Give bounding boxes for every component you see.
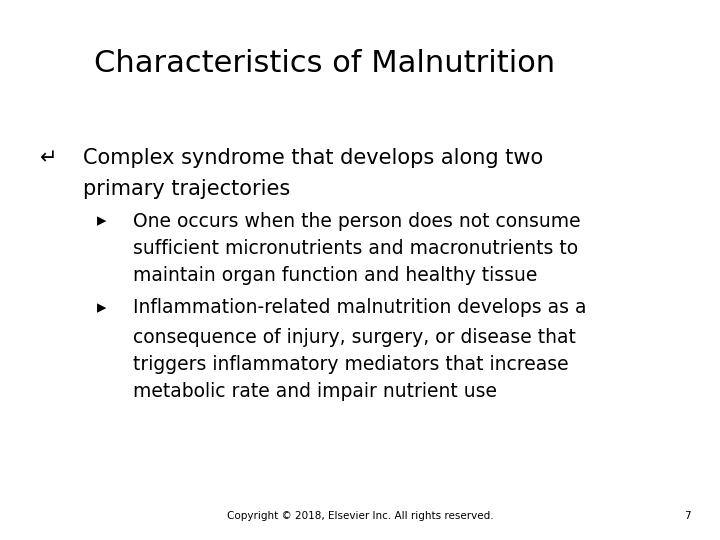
Text: consequence of injury, surgery, or disease that: consequence of injury, surgery, or disea… (133, 328, 576, 347)
Text: ▸: ▸ (97, 298, 107, 317)
Text: metabolic rate and impair nutrient use: metabolic rate and impair nutrient use (133, 382, 498, 401)
Text: Inflammation-related malnutrition develops as a: Inflammation-related malnutrition develo… (133, 298, 587, 317)
Text: Complex syndrome that develops along two: Complex syndrome that develops along two (83, 148, 543, 168)
Text: maintain organ function and healthy tissue: maintain organ function and healthy tiss… (133, 266, 538, 285)
Text: Characteristics of Malnutrition: Characteristics of Malnutrition (94, 49, 554, 78)
Text: ▸: ▸ (97, 212, 107, 231)
Text: One occurs when the person does not consume: One occurs when the person does not cons… (133, 212, 581, 231)
Text: primary trajectories: primary trajectories (83, 179, 290, 199)
Text: ↵: ↵ (40, 148, 57, 168)
Text: Copyright © 2018, Elsevier Inc. All rights reserved.: Copyright © 2018, Elsevier Inc. All righ… (227, 511, 493, 521)
Text: 7: 7 (685, 511, 691, 521)
Text: sufficient micronutrients and macronutrients to: sufficient micronutrients and macronutri… (133, 239, 578, 258)
Text: triggers inflammatory mediators that increase: triggers inflammatory mediators that inc… (133, 355, 569, 374)
